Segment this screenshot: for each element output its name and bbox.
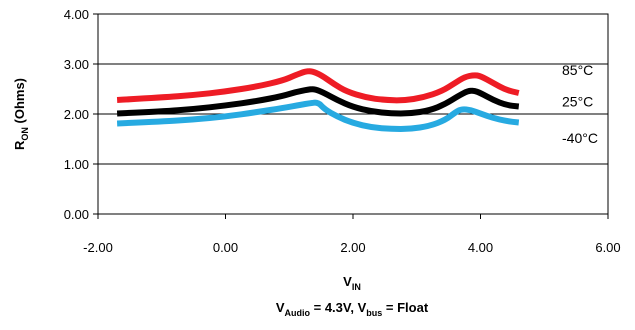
x-axis-ticks: -2.00 0.00 2.00 4.00 6.00 xyxy=(83,214,621,255)
y-tick-label: 4.00 xyxy=(64,7,89,22)
y-axis-title: RON (Ohms) xyxy=(12,78,30,150)
x-tick-label: 2.00 xyxy=(340,240,365,255)
series-line xyxy=(116,68,520,104)
series-label: 85°C xyxy=(562,62,593,78)
y-axis-ticks: 0.00 1.00 2.00 3.00 4.00 xyxy=(64,7,98,222)
x-tick-label: 4.00 xyxy=(468,240,493,255)
series-label: -40°C xyxy=(562,130,598,146)
y-tick-label: 2.00 xyxy=(64,107,89,122)
y-tick-label: 3.00 xyxy=(64,57,89,72)
y-tick-label: 1.00 xyxy=(64,157,89,172)
y-tick-label: 0.00 xyxy=(64,207,89,222)
series-label: 25°C xyxy=(562,94,593,110)
series-labels: 85°C 25°C -40°C xyxy=(562,62,598,146)
x-axis-title: VIN xyxy=(343,274,361,292)
series-line xyxy=(116,86,520,117)
x-tick-label: 0.00 xyxy=(213,240,238,255)
series-line xyxy=(116,99,520,132)
x-tick-label: -2.00 xyxy=(83,240,113,255)
test-condition: VAudio = 4.3V, Vbus = Float xyxy=(276,300,429,318)
x-tick-label: 6.00 xyxy=(595,240,620,255)
series-lines xyxy=(116,68,520,132)
gridlines xyxy=(98,63,608,165)
